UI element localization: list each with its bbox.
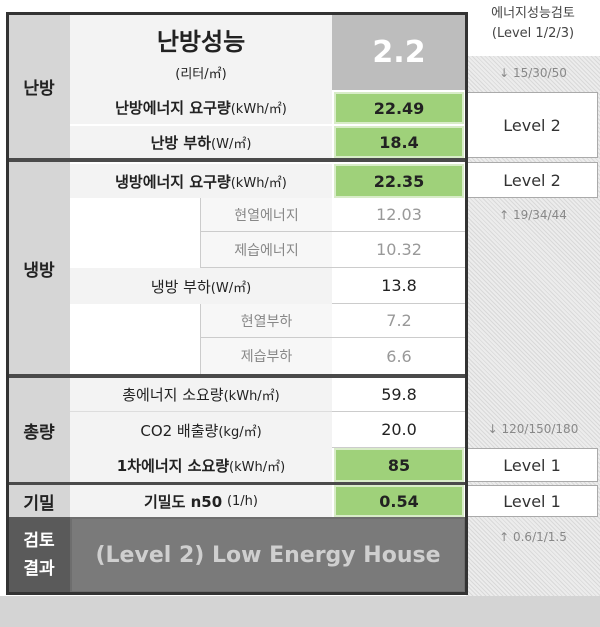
heating-energy-label: 난방에너지 요구량 (kWh/㎡) <box>70 90 332 124</box>
heating-level: Level 2 <box>466 92 598 158</box>
heating-performance-unit: (리터/㎡) <box>175 67 227 82</box>
cooling-energy-unit: (kWh/㎡) <box>230 175 287 191</box>
airtight-threshold: ↑ 0.6/1/1.5 <box>499 530 567 544</box>
cooling-load-label: 냉방 부하 (W/㎡) <box>70 268 332 304</box>
cooling-energy-name: 냉방에너지 요구량 <box>115 172 231 191</box>
total-level: Level 1 <box>466 448 598 482</box>
cooling-energy-value: 22.35 <box>334 164 464 198</box>
heating-load-unit: (W/㎡) <box>211 136 252 152</box>
cooling-latent-load-label: 제습부하 <box>200 338 332 374</box>
review-header-subtitle: (Level 1/2/3) <box>491 26 575 41</box>
cooling-energy-label: 냉방에너지 요구량 (kWh/㎡) <box>70 164 332 198</box>
heating-energy-value: 22.49 <box>334 92 464 124</box>
airtight-label: 기밀도 n50 (1/h) <box>70 485 332 517</box>
heating-load-value: 18.4 <box>334 126 464 158</box>
co2-name: CO2 배출량 <box>140 421 219 440</box>
divider-cooling <box>8 374 466 378</box>
cooling-load-name: 냉방 부하 <box>150 277 211 296</box>
divider-heating <box>8 158 466 162</box>
total-energy-label: 총에너지 소요량 (kWh/㎡) <box>70 378 332 412</box>
cooling-level: Level 2 <box>466 162 598 198</box>
result-text: (Level 2) Low Energy House <box>72 519 464 591</box>
heating-load-label: 난방 부하 (W/㎡) <box>70 126 332 158</box>
primary-energy-value: 85 <box>334 448 464 482</box>
category-result: 검토 결과 <box>8 517 70 593</box>
airtight-name: 기밀도 n50 <box>143 492 223 511</box>
airtight-value: 0.54 <box>334 485 464 517</box>
bottom-strip <box>0 596 600 627</box>
primary-energy-label: 1차에너지 소요량 (kWh/㎡) <box>70 448 332 482</box>
category-total: 총량 <box>8 378 70 482</box>
category-cooling: 냉방 <box>8 162 70 374</box>
cooling-latent-energy-label: 제습에너지 <box>200 232 332 268</box>
heating-performance-label: 난방성능 (리터/㎡) <box>70 14 332 90</box>
total-energy-unit: (kWh/㎡) <box>223 389 280 404</box>
heating-performance-value: 2.2 <box>332 14 466 90</box>
heating-energy-name: 난방에너지 요구량 <box>115 98 231 117</box>
category-heating: 난방 <box>8 14 70 158</box>
cooling-threshold: ↑ 19/34/44 <box>499 208 567 222</box>
category-airtight: 기밀 <box>8 485 70 517</box>
airtight-level: Level 1 <box>466 485 598 517</box>
primary-energy-name: 1차에너지 소요량 <box>116 456 230 475</box>
divider-total <box>8 482 466 485</box>
cooling-latent-energy-value: 10.32 <box>332 232 466 268</box>
total-threshold: ↓ 120/150/180 <box>487 422 579 436</box>
primary-energy-unit: (kWh/㎡) <box>229 459 286 475</box>
cooling-sensible-energy-value: 12.03 <box>332 198 466 232</box>
cooling-sensible-energy-label: 현열에너지 <box>200 198 332 232</box>
heating-performance-title: 난방성능 <box>156 28 246 56</box>
heating-threshold: ↓ 15/30/50 <box>499 66 567 80</box>
total-energy-value: 59.8 <box>332 378 466 412</box>
cooling-sensible-load-value: 7.2 <box>332 304 466 338</box>
total-energy-name: 총에너지 소요량 <box>122 386 224 404</box>
co2-label: CO2 배출량 (kg/㎡) <box>70 412 332 448</box>
heating-load-name: 난방 부하 <box>150 133 212 152</box>
co2-unit: (kg/㎡) <box>218 424 262 440</box>
heating-energy-unit: (kWh/㎡) <box>230 101 287 117</box>
cooling-sensible-load-label: 현열부하 <box>200 304 332 338</box>
cooling-load-value: 13.8 <box>332 268 466 304</box>
review-header: 에너지성능검토 (Level 1/2/3) <box>466 0 600 56</box>
cooling-load-unit: (W/㎡) <box>210 280 252 296</box>
cooling-latent-load-value: 6.6 <box>332 338 466 374</box>
top-cut-text <box>8 0 308 9</box>
review-header-title: 에너지성능검토 <box>491 6 575 21</box>
airtight-unit: (1/h) <box>226 493 258 509</box>
co2-value: 20.0 <box>332 412 466 448</box>
